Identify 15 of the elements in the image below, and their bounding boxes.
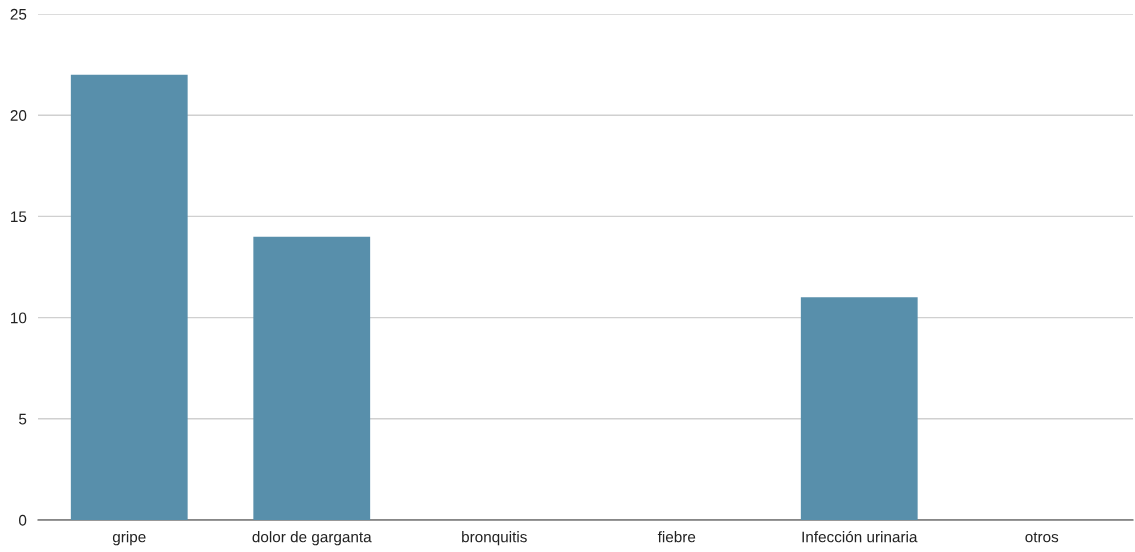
bar — [800, 297, 918, 520]
x-tick-label: dolor de garganta — [252, 531, 372, 546]
x-tick-label: otros — [1025, 532, 1059, 543]
x-tick-label: Infección urinaria — [802, 530, 918, 543]
y-tick-label: 25 — [10, 8, 27, 20]
y-tick-label: 5 — [19, 413, 27, 425]
y-tick-label: 15 — [11, 211, 27, 223]
y-tick-label: 20 — [10, 110, 27, 121]
x-tick-label: fiebre — [657, 531, 696, 543]
y-tick-label: 0 — [18, 514, 27, 526]
x-tick-label: gripe — [112, 531, 146, 546]
x-tick-label: bronquitis — [462, 531, 527, 546]
bar — [70, 74, 188, 520]
y-tick-label: 10 — [11, 312, 27, 324]
bar — [253, 236, 371, 520]
